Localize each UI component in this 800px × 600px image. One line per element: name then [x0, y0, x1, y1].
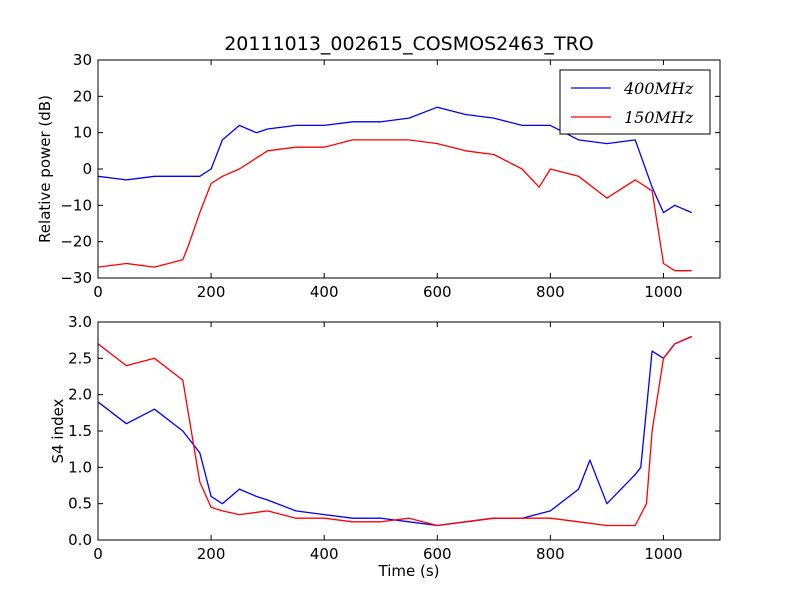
legend: 400MHz 150MHz — [559, 69, 711, 135]
top-y-tick-label: 20 — [73, 87, 92, 105]
top-y-tick-label: −10 — [60, 196, 92, 214]
bottom-x-tick-label: 400 — [310, 545, 339, 563]
bottom-x-tick-label: 1000 — [644, 545, 682, 563]
top-x-tick-label: 400 — [310, 283, 339, 301]
bottom-x-tick-label: 0 — [93, 545, 103, 563]
top-x-tick-label: 1000 — [644, 283, 682, 301]
bottom-y-axis-label: S4 index — [49, 398, 67, 463]
bottom-series-group — [98, 335, 692, 527]
top-series-group — [98, 106, 692, 272]
top-x-tick-label: 200 — [197, 283, 226, 301]
bottom-x-tick-label: 800 — [536, 545, 565, 563]
chart-title: 20111013_002615_COSMOS2463_TRO — [224, 33, 594, 55]
top-x-tick-label: 600 — [423, 283, 452, 301]
top-y-tick-label: 0 — [82, 160, 92, 178]
bottom-panel: 0 200 400 600 800 1000 3.0 2.5 2.0 1.5 1.0 0.5 0.0 S… — [49, 313, 721, 580]
bottom-y-tick-label: 1.0 — [68, 458, 92, 476]
bottom-ticks-group: 0 200 400 600 800 1000 3.0 2.5 2.0 1.5 1.0 0.5 0.0 — [68, 313, 720, 563]
top-y-tick-label: 10 — [73, 124, 92, 142]
bottom-y-tick-label: 0.5 — [68, 495, 92, 513]
top-y-axis-label: Relative power (dB) — [36, 95, 54, 243]
legend-label-400mhz: 400MHz — [623, 79, 694, 98]
top-ticks-group: 0 200 400 600 800 1000 30 20 10 0 −10 −20 −30 — [60, 51, 720, 301]
bottom-y-tick-label: 1.5 — [68, 422, 92, 440]
top-y-tick-label: −30 — [60, 269, 92, 287]
bottom-y-tick-label: 3.0 — [68, 313, 92, 331]
bottom-series-400mhz-line — [98, 335, 692, 527]
bottom-x-axis-label: Time (s) — [378, 562, 440, 580]
legend-frame — [559, 69, 711, 135]
bottom-x-tick-label: 600 — [423, 545, 452, 563]
bottom-y-tick-label: 2.5 — [68, 349, 92, 367]
bottom-series-150mhz-line — [98, 335, 692, 527]
top-x-tick-label: 0 — [93, 283, 103, 301]
bottom-y-tick-label: 2.0 — [68, 386, 92, 404]
top-y-tick-label: −20 — [60, 233, 92, 251]
top-panel: 0 200 400 600 800 1000 30 20 10 0 −10 −20 −30 Relati… — [36, 51, 721, 301]
bottom-x-tick-label: 200 — [197, 545, 226, 563]
bottom-y-tick-label: 0.0 — [68, 531, 92, 549]
legend-label-150mhz: 150MHz — [624, 108, 694, 127]
top-series-150mhz-line — [98, 139, 692, 272]
top-series-400mhz-line — [98, 106, 692, 214]
top-y-tick-label: 30 — [73, 51, 92, 69]
top-x-tick-label: 800 — [536, 283, 565, 301]
